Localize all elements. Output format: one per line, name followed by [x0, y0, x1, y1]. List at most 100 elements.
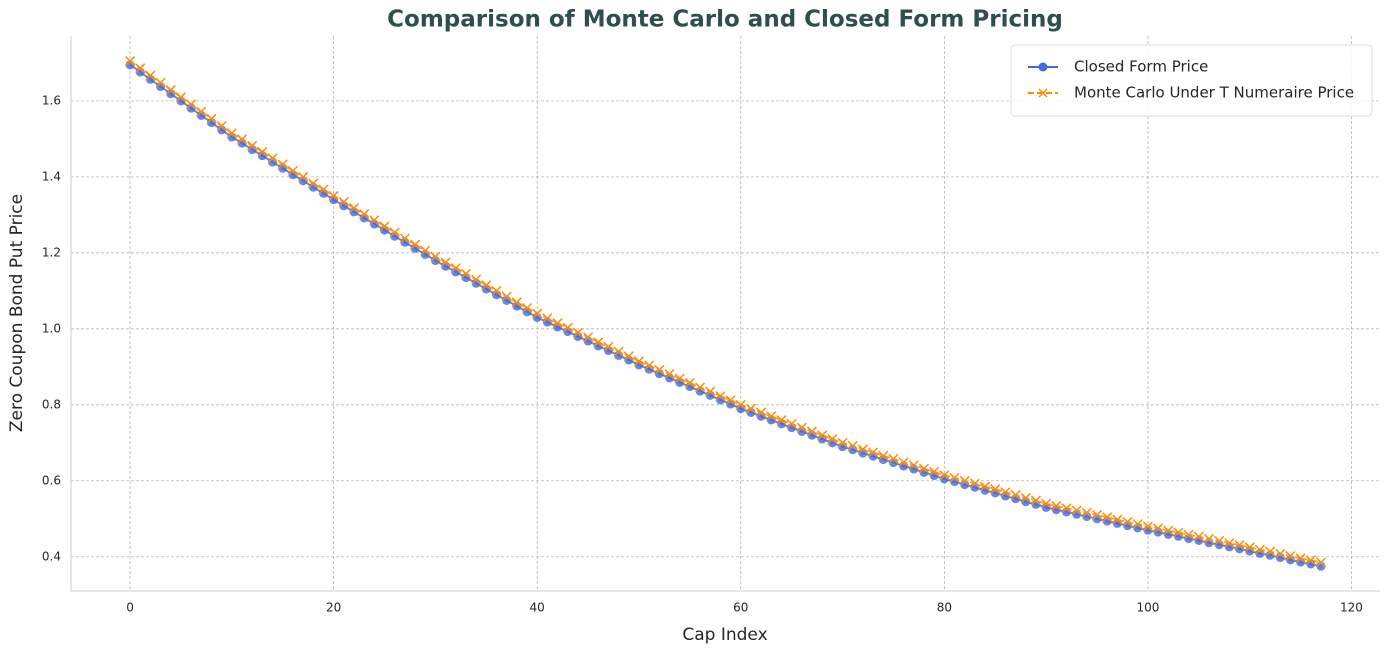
chart-title: Comparison of Monte Carlo and Closed For… [387, 7, 1063, 33]
point [379, 221, 390, 232]
point [827, 434, 838, 445]
point [338, 196, 349, 208]
point [745, 403, 756, 414]
point [186, 99, 197, 110]
point [664, 369, 675, 380]
legend-box [1010, 44, 1373, 117]
point [684, 377, 695, 388]
point [857, 444, 868, 455]
point [318, 184, 329, 195]
point [1041, 498, 1052, 509]
point [1051, 500, 1062, 511]
point [521, 302, 533, 314]
point [1275, 548, 1286, 559]
point [980, 481, 991, 492]
point [247, 140, 258, 151]
legend: Closed Form Price Monte Carlo Under T Num… [1010, 44, 1373, 117]
point [552, 318, 563, 329]
point [1183, 529, 1194, 540]
point [410, 239, 421, 250]
point [1071, 505, 1082, 516]
y-axis-label: Zero Coupon Bond Put Price [7, 194, 27, 432]
point [1000, 487, 1011, 498]
y-tick-label: 0.4 [42, 549, 61, 563]
point [1265, 546, 1276, 557]
point [593, 337, 604, 348]
point [959, 475, 970, 486]
point [644, 360, 655, 371]
point [1102, 512, 1113, 523]
point [298, 171, 309, 182]
point [878, 450, 889, 461]
point [868, 447, 879, 458]
point [735, 399, 746, 410]
point [674, 373, 685, 384]
point [532, 308, 543, 319]
point [603, 341, 614, 352]
point [837, 437, 848, 448]
point [806, 426, 818, 437]
point [562, 322, 573, 333]
point [481, 280, 492, 291]
point [1132, 519, 1143, 530]
point [990, 484, 1001, 495]
point [1254, 544, 1265, 555]
point [1244, 542, 1255, 553]
point [430, 251, 441, 262]
point [175, 92, 186, 103]
point [583, 332, 594, 343]
point [206, 113, 217, 124]
y-tick-label: 1.4 [42, 169, 61, 183]
y-tick-label: 0.8 [42, 397, 61, 411]
point [369, 215, 380, 226]
point [165, 84, 176, 95]
point [1142, 521, 1153, 532]
point [389, 227, 400, 238]
point [308, 178, 319, 189]
point [125, 56, 136, 67]
point [216, 121, 227, 132]
point [226, 128, 237, 139]
x-tick-label: 40 [530, 601, 545, 615]
point [1030, 495, 1041, 506]
point [695, 382, 706, 393]
x-tick-label: 80 [937, 601, 952, 615]
point [420, 245, 431, 256]
point [1203, 533, 1215, 544]
point [257, 146, 268, 157]
x-tick-label: 20 [326, 601, 341, 615]
point [776, 415, 787, 426]
point [236, 134, 248, 145]
point [888, 453, 899, 464]
legend-label: Closed Form Price [1074, 58, 1208, 76]
point [1153, 523, 1164, 534]
point [949, 472, 960, 483]
point [542, 313, 553, 324]
point [847, 440, 858, 451]
point [501, 291, 512, 302]
x-axis-label: Cap Index [682, 625, 767, 645]
point [633, 356, 645, 367]
point [1020, 492, 1031, 503]
point [654, 364, 665, 375]
point [929, 466, 940, 477]
point [1295, 553, 1306, 564]
point [623, 351, 634, 362]
y-tick-label: 1.0 [42, 321, 61, 335]
point [1234, 540, 1245, 551]
point [1061, 503, 1072, 514]
point [898, 457, 909, 468]
point [359, 209, 370, 220]
point [511, 297, 522, 308]
point [1285, 551, 1296, 562]
point [348, 203, 360, 214]
x-tick-label: 100 [1136, 601, 1159, 615]
legend-marker [1038, 62, 1048, 72]
point [277, 159, 288, 170]
point [135, 63, 146, 74]
point [440, 257, 451, 268]
point [491, 285, 502, 296]
x-tick-label: 120 [1340, 601, 1363, 615]
point [1163, 525, 1174, 536]
